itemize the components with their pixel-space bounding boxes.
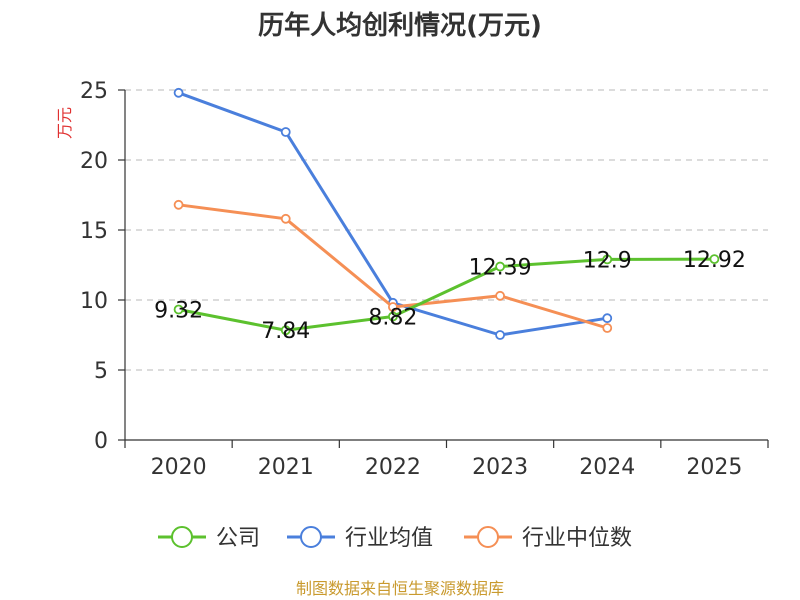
- data-label: 8.82: [368, 306, 417, 331]
- data-label: 9.32: [154, 299, 203, 324]
- x-tick-label: 2023: [472, 455, 528, 480]
- data-point: [280, 213, 291, 224]
- x-tick-label: 2024: [579, 455, 635, 480]
- data-label: 12.9: [583, 248, 632, 273]
- legend-item: 行业中位数: [464, 526, 632, 551]
- y-tick-label: 5: [94, 359, 108, 384]
- legend-label: 公司: [216, 526, 260, 551]
- legend-item: 公司: [158, 526, 260, 551]
- legend: 公司 行业均值 行业中位数: [158, 526, 632, 551]
- y-tick-label: 10: [80, 289, 108, 314]
- legend-marker: [477, 526, 499, 548]
- data-point: [388, 311, 398, 322]
- data-point: [602, 313, 613, 324]
- legend-marker: [171, 526, 193, 548]
- data-point: [602, 254, 613, 265]
- y-axis-label: 万元: [55, 107, 74, 139]
- series-company: [173, 254, 720, 336]
- data-point: [280, 325, 291, 336]
- data-point: [602, 323, 613, 333]
- data-label: 12.92: [683, 248, 746, 273]
- x-tick-label: 2022: [365, 455, 421, 480]
- data-label: 7.84: [261, 319, 310, 344]
- legend-label: 行业均值: [345, 526, 433, 551]
- data-point: [173, 87, 184, 98]
- data-point: [280, 127, 291, 137]
- data-point: [495, 290, 505, 301]
- y-tick-label: 0: [94, 429, 108, 454]
- series-line: [178, 257, 715, 332]
- data-labels: 9.32 7.84 8.82 12.39 12.9 12.92: [154, 248, 746, 344]
- data-point: [388, 302, 398, 312]
- y-tick-label: 15: [80, 219, 108, 244]
- data-label: 12.39: [469, 256, 532, 281]
- data-point: [495, 330, 505, 340]
- y-tick-label: 20: [80, 149, 108, 174]
- x-tick-label: 2020: [151, 455, 207, 480]
- series-lines: [173, 87, 720, 340]
- legend-item: 行业均值: [287, 526, 433, 551]
- x-tick-label: 2021: [258, 455, 314, 480]
- legend-label: 行业中位数: [522, 526, 632, 551]
- series-industry-median: [173, 199, 613, 333]
- x-tick-label: 2025: [686, 455, 742, 480]
- data-point: [173, 199, 184, 210]
- data-point: [173, 304, 184, 315]
- data-point: [709, 254, 720, 265]
- source-note: 制图数据来自恒生聚源数据库: [296, 579, 504, 598]
- legend-marker: [300, 526, 322, 548]
- grid-lines: [125, 89, 768, 371]
- y-tick-label: 25: [80, 79, 108, 104]
- chart-title: 历年人均创利情况(万元): [258, 10, 542, 41]
- data-point: [495, 261, 505, 272]
